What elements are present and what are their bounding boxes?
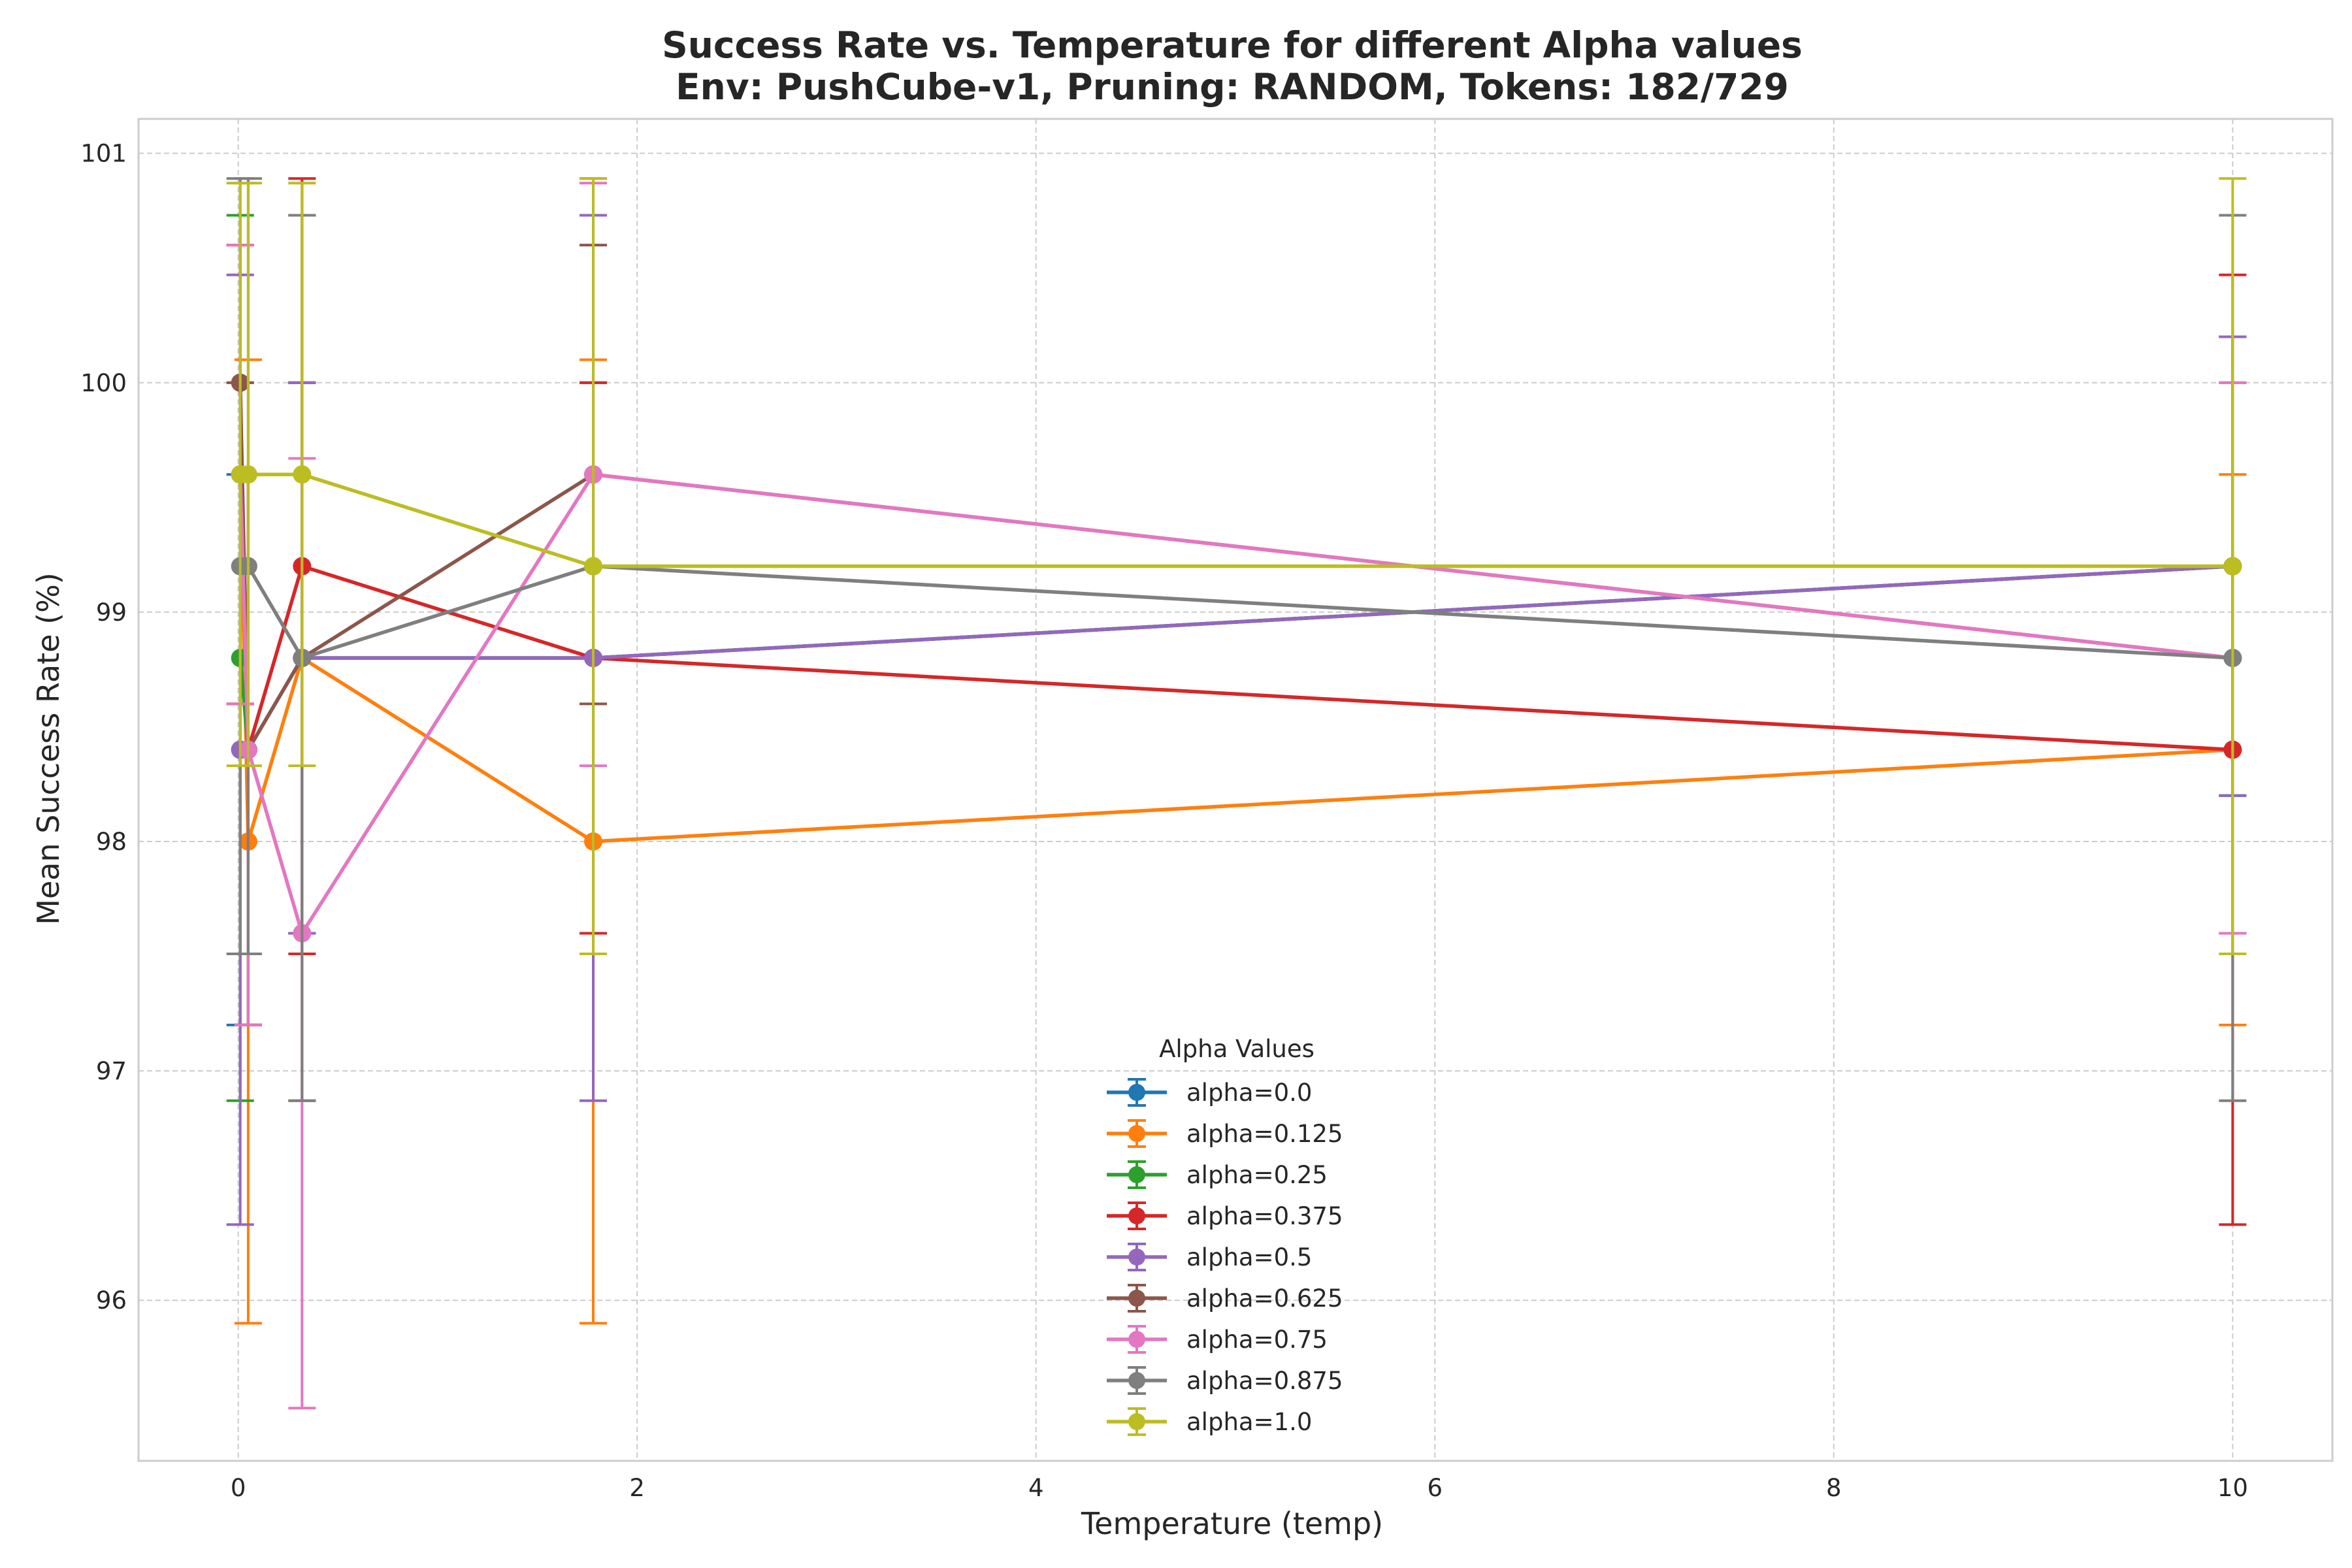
x-tick-label: 0 xyxy=(231,1474,246,1502)
y-tick-label: 98 xyxy=(96,828,127,856)
x-tick-label: 6 xyxy=(1427,1474,1443,1502)
legend-marker xyxy=(1128,1166,1145,1183)
legend-item: alpha=0.625 xyxy=(1107,1284,1343,1313)
plot-series xyxy=(226,177,2247,1410)
legend-label: alpha=1.0 xyxy=(1186,1408,1312,1436)
legend-marker xyxy=(1128,1125,1145,1142)
legend-label: alpha=0.0 xyxy=(1186,1079,1312,1107)
y-tick-label: 99 xyxy=(96,598,127,627)
legend-item: alpha=0.5 xyxy=(1107,1243,1312,1271)
legend-item: alpha=0.75 xyxy=(1107,1325,1328,1354)
grid xyxy=(139,119,2332,1461)
legend-marker xyxy=(1128,1331,1145,1348)
legend-item: alpha=0.125 xyxy=(1107,1119,1343,1148)
data-point xyxy=(584,557,603,576)
legend-item: alpha=0.875 xyxy=(1107,1366,1343,1395)
series-group xyxy=(226,177,2247,1226)
plot-frame xyxy=(137,118,2334,1462)
legend-title: Alpha Values xyxy=(1159,1035,1315,1063)
legend-label: alpha=0.5 xyxy=(1186,1243,1312,1271)
legend-item: alpha=0.375 xyxy=(1107,1201,1343,1230)
legend-marker xyxy=(1128,1084,1145,1101)
legend-marker xyxy=(1128,1372,1145,1389)
data-point xyxy=(238,465,257,484)
legend-label: alpha=0.75 xyxy=(1186,1326,1328,1354)
x-tick-label: 4 xyxy=(1028,1474,1044,1502)
y-tick-label: 101 xyxy=(80,140,127,168)
series-line xyxy=(240,564,2233,752)
x-axis-label: Temperature (temp) xyxy=(1081,1506,1383,1541)
legend-label: alpha=0.875 xyxy=(1186,1367,1343,1395)
series-group xyxy=(226,177,2247,956)
x-tick-label: 8 xyxy=(1826,1474,1842,1502)
legend-label: alpha=0.125 xyxy=(1186,1120,1343,1148)
legend-marker xyxy=(1128,1249,1145,1266)
series-line xyxy=(238,472,2233,936)
legend-marker xyxy=(1128,1413,1145,1430)
legend-marker xyxy=(1128,1207,1145,1224)
legend-marker xyxy=(1128,1290,1145,1307)
legend-label: alpha=0.25 xyxy=(1186,1161,1328,1189)
y-tick-label: 97 xyxy=(96,1057,127,1085)
data-point xyxy=(293,465,312,484)
legend-item: alpha=0.25 xyxy=(1107,1160,1328,1189)
y-tick-label: 100 xyxy=(80,369,127,397)
legend-item: alpha=1.0 xyxy=(1107,1407,1312,1436)
legend: Alpha Values alpha=0.0 alpha=0.125 alpha=0… xyxy=(1107,1035,1343,1436)
y-axis-label: Mean Success Rate (%) xyxy=(31,572,66,924)
axis-ticks: 0 2 4 6 8 10 96 97 98 99 100 101 xyxy=(80,140,2248,1502)
legend-label: alpha=0.375 xyxy=(1186,1202,1343,1230)
legend-item: alpha=0.0 xyxy=(1107,1078,1312,1107)
series-line xyxy=(240,472,2233,568)
series-group xyxy=(226,335,2247,1026)
x-tick-label: 2 xyxy=(629,1474,645,1502)
legend-label: alpha=0.625 xyxy=(1186,1284,1343,1313)
data-point xyxy=(2223,557,2242,576)
series-group xyxy=(226,214,2247,1226)
x-tick-label: 10 xyxy=(2217,1474,2248,1502)
chart-title: Success Rate vs. Temperature for differe… xyxy=(662,24,1803,66)
chart-subtitle: Env: PushCube-v1, Pruning: RANDOM, Token… xyxy=(676,66,1789,108)
y-tick-label: 96 xyxy=(96,1286,127,1315)
